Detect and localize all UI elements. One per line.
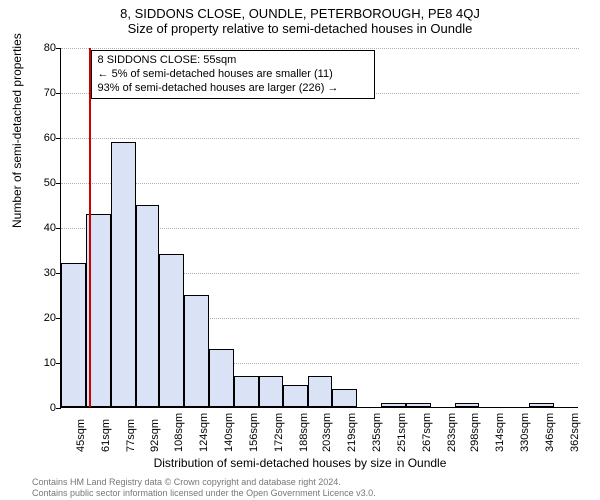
xtick-label: 314sqm bbox=[494, 413, 506, 452]
ytick-mark bbox=[56, 138, 61, 139]
ytick-label: 60 bbox=[30, 132, 56, 144]
histogram-bar bbox=[61, 263, 86, 407]
ytick-label: 20 bbox=[30, 312, 56, 324]
annotation-line2: ← 5% of semi-detached houses are smaller… bbox=[98, 68, 368, 82]
gridline bbox=[61, 138, 579, 139]
ytick-label: 50 bbox=[30, 177, 56, 189]
plot-area: 8 SIDDONS CLOSE: 55sqm← 5% of semi-detac… bbox=[60, 48, 578, 408]
xtick-label: 219sqm bbox=[346, 413, 358, 452]
histogram-bar bbox=[111, 142, 136, 408]
xtick-label: 346sqm bbox=[544, 413, 556, 452]
histogram-bar bbox=[381, 403, 406, 408]
ytick-mark bbox=[56, 93, 61, 94]
histogram-bar bbox=[259, 376, 284, 408]
xtick-label: 330sqm bbox=[519, 413, 531, 452]
xtick-label: 283sqm bbox=[446, 413, 458, 452]
ytick-label: 70 bbox=[30, 87, 56, 99]
footer-attribution: Contains HM Land Registry data © Crown c… bbox=[32, 477, 376, 498]
histogram-bar bbox=[406, 403, 431, 408]
histogram-bar bbox=[308, 376, 331, 408]
xtick-label: 251sqm bbox=[396, 413, 408, 452]
histogram-bar bbox=[136, 205, 159, 408]
ytick-mark bbox=[56, 408, 61, 409]
xtick-label: 61sqm bbox=[100, 419, 112, 452]
gridline bbox=[61, 183, 579, 184]
xtick-label: 267sqm bbox=[421, 413, 433, 452]
page-title-line1: 8, SIDDONS CLOSE, OUNDLE, PETERBOROUGH, … bbox=[0, 0, 600, 21]
xtick-label: 108sqm bbox=[173, 413, 185, 452]
xtick-label: 140sqm bbox=[223, 413, 235, 452]
xtick-label: 172sqm bbox=[273, 413, 285, 452]
footer-line2: Contains public sector information licen… bbox=[32, 488, 376, 498]
xtick-label: 362sqm bbox=[569, 413, 581, 452]
xtick-label: 77sqm bbox=[125, 419, 137, 452]
ytick-mark bbox=[56, 228, 61, 229]
histogram-bar bbox=[234, 376, 259, 408]
xtick-label: 92sqm bbox=[149, 419, 161, 452]
annotation-line3: 93% of semi-detached houses are larger (… bbox=[98, 82, 368, 96]
reference-line bbox=[89, 48, 91, 407]
ytick-label: 0 bbox=[30, 402, 56, 414]
xtick-label: 235sqm bbox=[371, 413, 383, 452]
xtick-label: 156sqm bbox=[248, 413, 260, 452]
xtick-label: 45sqm bbox=[75, 419, 87, 452]
ytick-label: 30 bbox=[30, 267, 56, 279]
histogram-chart: 8 SIDDONS CLOSE: 55sqm← 5% of semi-detac… bbox=[60, 48, 578, 408]
page-title-line2: Size of property relative to semi-detach… bbox=[0, 21, 600, 36]
histogram-bar bbox=[209, 349, 234, 408]
histogram-bar bbox=[159, 254, 184, 407]
histogram-bar bbox=[455, 403, 480, 408]
gridline bbox=[61, 48, 579, 49]
ytick-label: 10 bbox=[30, 357, 56, 369]
xtick-label: 188sqm bbox=[298, 413, 310, 452]
ytick-mark bbox=[56, 183, 61, 184]
ytick-mark bbox=[56, 48, 61, 49]
xtick-label: 203sqm bbox=[321, 413, 333, 452]
annotation-line1: 8 SIDDONS CLOSE: 55sqm bbox=[98, 54, 368, 68]
ytick-label: 40 bbox=[30, 222, 56, 234]
histogram-bar bbox=[283, 385, 308, 408]
histogram-bar bbox=[529, 403, 554, 408]
histogram-bar bbox=[184, 295, 209, 408]
xtick-label: 298sqm bbox=[469, 413, 481, 452]
footer-line1: Contains HM Land Registry data © Crown c… bbox=[32, 477, 376, 487]
y-axis-label: Number of semi-detached properties bbox=[10, 33, 24, 228]
annotation-box: 8 SIDDONS CLOSE: 55sqm← 5% of semi-detac… bbox=[91, 50, 375, 99]
xtick-label: 124sqm bbox=[198, 413, 210, 452]
histogram-bar bbox=[332, 389, 357, 407]
ytick-label: 80 bbox=[30, 42, 56, 54]
x-axis-label: Distribution of semi-detached houses by … bbox=[0, 456, 600, 470]
